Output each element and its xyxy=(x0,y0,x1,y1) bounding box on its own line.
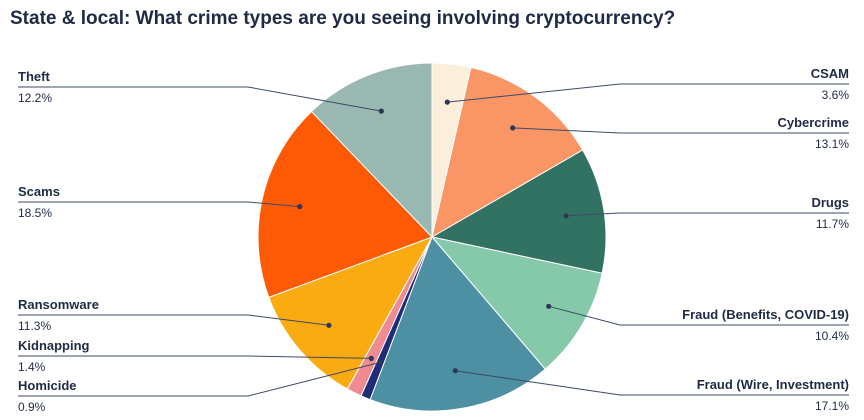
pie-slice-scams xyxy=(257,110,433,299)
slice-label-kidnapping: Kidnapping xyxy=(18,338,90,353)
pie-slice-ransomware xyxy=(268,236,434,390)
pie-slices xyxy=(257,62,607,412)
slice-value-kidnapping: 1.4% xyxy=(18,360,46,374)
leader-dot-ransomware xyxy=(326,322,332,328)
leader-dot-csam xyxy=(444,99,450,105)
slice-label-homicide: Homicide xyxy=(18,378,77,393)
slice-value-drugs: 11.7% xyxy=(816,217,849,231)
slice-label-ransomware: Ransomware xyxy=(18,297,99,312)
leader-dot-kidnapping xyxy=(368,355,374,361)
slice-value-fraud-wire-investment: 17.1% xyxy=(815,399,849,413)
leader-dot-fraud-wire-investment xyxy=(452,368,458,374)
leader-line-cybercrime xyxy=(512,127,849,134)
slice-value-homicide: 0.9% xyxy=(18,400,46,414)
leader-dot-fraud-benefits-covid-19 xyxy=(546,303,552,309)
leader-line-theft xyxy=(18,86,382,112)
leader-line-fraud-wire-investment xyxy=(455,370,849,396)
pie-slice-drugs xyxy=(430,149,607,274)
leader-line-ransomware xyxy=(18,314,329,326)
pie-slice-fraud-wire-investment xyxy=(369,236,546,412)
leader-dot-drugs xyxy=(563,213,569,219)
slice-label-fraud-benefits-covid-19: Fraud (Benefits, COVID-19) xyxy=(682,307,849,322)
pie-slice-theft xyxy=(310,62,433,239)
leader-line-drugs xyxy=(566,212,849,217)
leader-dot-theft xyxy=(378,108,384,114)
slice-label-cybercrime: Cybercrime xyxy=(777,115,849,130)
leader-line-scams xyxy=(18,201,300,208)
leader-line-homicide xyxy=(18,361,381,397)
slice-value-ransomware: 11.3% xyxy=(18,319,51,333)
leader-line-fraud-benefits-covid-19 xyxy=(548,305,849,326)
slice-value-scams: 18.5% xyxy=(18,206,52,220)
slice-value-fraud-benefits-covid-19: 10.4% xyxy=(815,329,849,343)
slice-value-csam: 3.6% xyxy=(822,88,850,102)
slice-label-csam: CSAM xyxy=(811,66,849,81)
leader-dot-cybercrime xyxy=(510,125,516,131)
leader-dot-homicide xyxy=(377,359,383,365)
pie-labels: CSAM 3.6% Cybercrime 13.1% Drugs 11.7% Fraud (… xyxy=(18,66,849,414)
slice-label-fraud-wire-investment: Fraud (Wire, Investment) xyxy=(697,377,849,392)
chart-title: State & local: What crime types are you … xyxy=(10,8,676,29)
slice-label-theft: Theft xyxy=(18,69,50,84)
pie-slice-cybercrime xyxy=(431,66,584,239)
leader-dot-scams xyxy=(297,204,303,210)
pie-slice-fraud-benefits-covid-19 xyxy=(430,236,603,370)
slice-label-drugs: Drugs xyxy=(811,195,849,210)
leader-line-kidnapping xyxy=(18,355,372,359)
slice-value-theft: 12.2% xyxy=(18,91,52,105)
leader-line-csam xyxy=(447,83,849,103)
slice-label-scams: Scams xyxy=(18,184,60,199)
slice-value-cybercrime: 13.1% xyxy=(815,137,849,151)
